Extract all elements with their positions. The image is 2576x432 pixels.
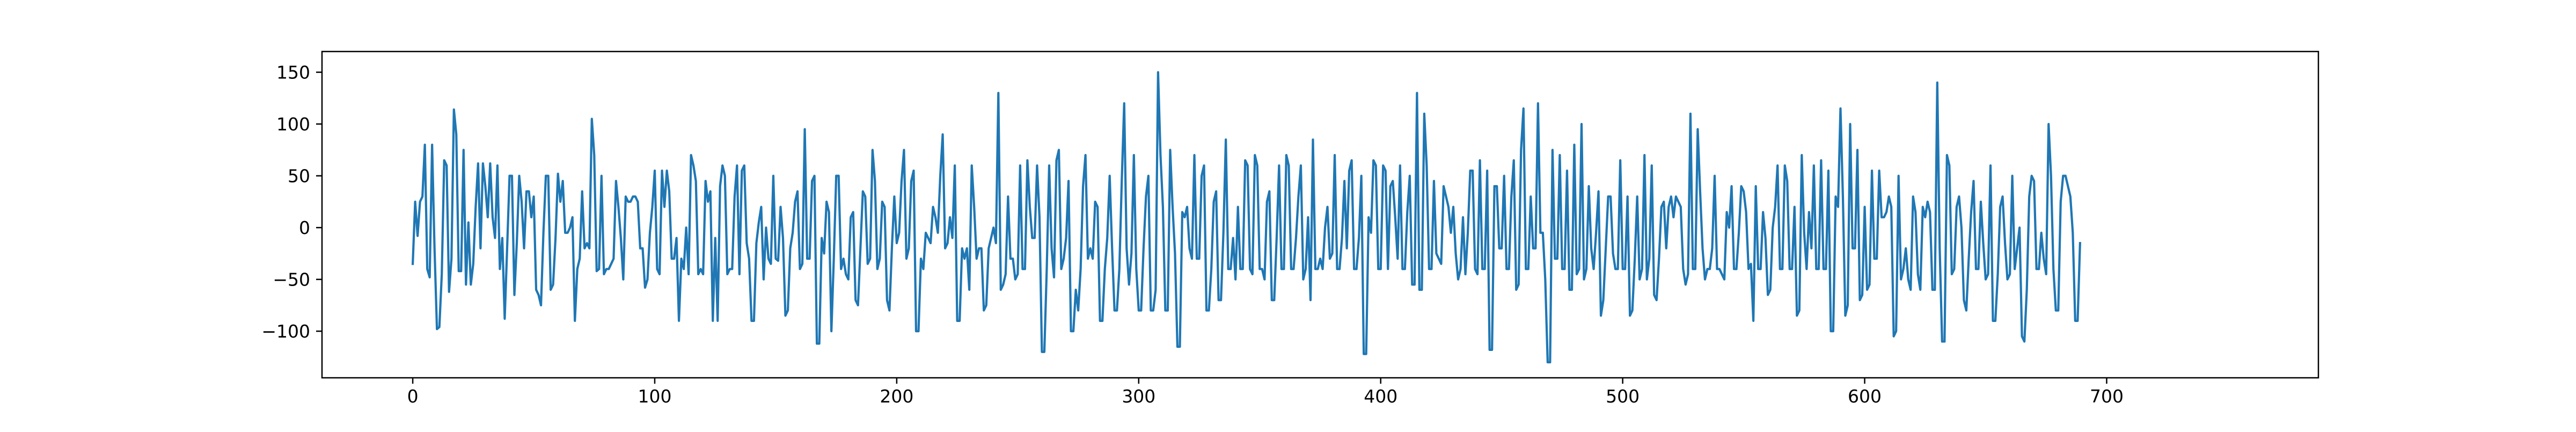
y-tick-label: 150 [276,62,310,83]
x-tick-label: 600 [1848,386,1882,407]
x-tick-label: 300 [1122,386,1155,407]
series-line-0 [411,71,2082,364]
y-tick-label: −50 [273,269,310,290]
x-axis: 0 100 200 300 400 500 600 700 [407,378,2124,407]
y-tick-label: 0 [299,217,310,238]
x-tick-label: 400 [1364,386,1397,407]
x-tick-label: 200 [880,386,913,407]
axes-frame [321,50,2319,379]
plot-area [411,71,2082,364]
x-tick-label: 100 [638,386,672,407]
y-tick-label: 50 [288,166,310,187]
y-tick-label: 100 [276,114,310,135]
x-tick-label: 700 [2090,386,2124,407]
x-tick-label: 500 [1606,386,1640,407]
y-axis: −100 −50 0 50 100 150 [261,62,322,342]
x-tick-label: 0 [407,386,419,407]
y-tick-label: −100 [261,321,310,342]
